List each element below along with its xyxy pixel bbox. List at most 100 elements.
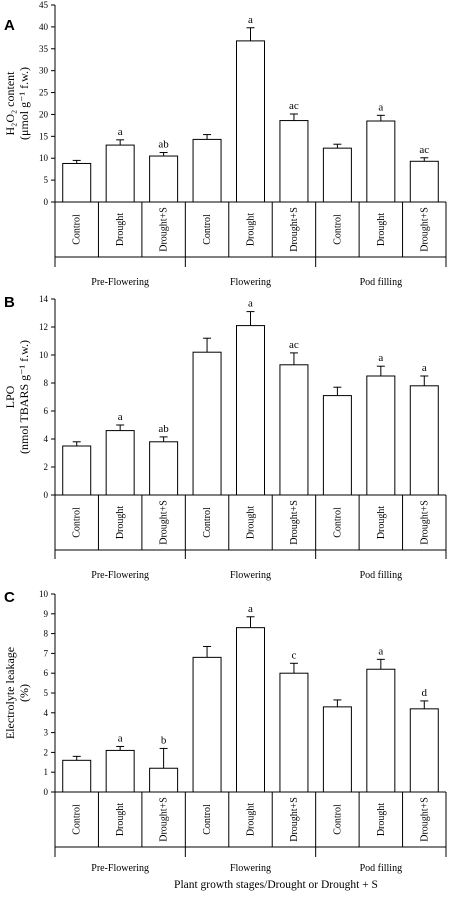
significance-label: a xyxy=(248,14,253,26)
bar xyxy=(322,395,352,496)
category-label: Drought+S xyxy=(159,500,170,545)
y-tick-label: 45 xyxy=(39,0,49,10)
category-label: Control xyxy=(72,214,83,245)
bar xyxy=(105,430,135,496)
chart-panel-a: A 0 5 10 15 20 25 30 35 40 45 H₂O₂ content (μmol g⁻¹… xyxy=(3,0,447,288)
bar xyxy=(62,445,92,496)
y-tick-label: 1 xyxy=(44,767,49,777)
category-label: Control xyxy=(202,507,213,538)
category-label: Drought+S xyxy=(419,797,430,842)
category-label: Control xyxy=(332,214,343,245)
y-tick-label: 0 xyxy=(44,197,49,207)
significance-label: a xyxy=(248,298,253,310)
category-label: Drought xyxy=(376,803,387,837)
bar xyxy=(322,147,352,203)
bar xyxy=(62,759,92,793)
bar xyxy=(279,672,309,793)
significance-label: b xyxy=(161,734,167,746)
group-label: Pod filling xyxy=(360,863,403,874)
significance-label: ac xyxy=(289,100,299,112)
y-tick-label: 0 xyxy=(44,787,49,797)
category-label: Drought xyxy=(115,803,126,837)
category-label: Drought+S xyxy=(419,207,430,252)
category-label: Control xyxy=(202,214,213,245)
category-label: Drought+S xyxy=(289,797,300,842)
bar xyxy=(149,441,179,496)
y-tick-label: 30 xyxy=(39,66,49,76)
y-tick-label: 8 xyxy=(44,629,49,639)
significance-label: a xyxy=(378,645,383,657)
bar xyxy=(366,120,396,203)
group-label: Flowering xyxy=(230,570,271,581)
y-tick-label: 4 xyxy=(44,708,49,718)
y-tick-label: 0 xyxy=(44,490,49,500)
bar xyxy=(236,40,265,203)
y-tick-label: 35 xyxy=(39,44,49,54)
significance-label: a xyxy=(118,411,123,423)
bar xyxy=(279,120,309,203)
significance-label: d xyxy=(422,687,428,699)
group-label: Flowering xyxy=(230,863,271,874)
y-tick-label: 2 xyxy=(44,462,49,472)
y-tick-label: 40 xyxy=(39,22,49,32)
y-tick-label: 10 xyxy=(39,153,49,163)
category-label: Drought xyxy=(115,506,126,540)
category-label: Drought+S xyxy=(289,207,300,252)
bar xyxy=(322,706,352,793)
category-label: Control xyxy=(202,804,213,835)
significance-label: a xyxy=(118,126,123,138)
y-tick-label: 6 xyxy=(44,406,49,416)
category-label: Control xyxy=(332,507,343,538)
group-label: Pre-Flowering xyxy=(91,277,149,288)
category-label: Drought xyxy=(246,803,257,837)
category-label: Drought+S xyxy=(289,500,300,545)
category-label: Drought xyxy=(376,213,387,247)
significance-label: a xyxy=(378,352,383,364)
significance-label: a xyxy=(378,101,383,113)
y-axis-label: (%) xyxy=(17,684,31,702)
y-tick-label: 9 xyxy=(44,609,49,619)
bar xyxy=(105,749,135,793)
category-label: Drought xyxy=(115,213,126,247)
panel-letter: B xyxy=(4,294,15,311)
significance-label: ab xyxy=(158,423,169,435)
y-tick-label: 15 xyxy=(39,131,49,141)
bar xyxy=(409,160,439,203)
bar xyxy=(236,325,265,496)
bar xyxy=(149,155,179,203)
bar xyxy=(149,767,179,793)
y-tick-label: 8 xyxy=(44,378,49,388)
significance-label: ab xyxy=(158,139,169,151)
category-label: Drought+S xyxy=(159,797,170,842)
y-tick-label: 25 xyxy=(39,88,49,98)
bar xyxy=(62,162,92,203)
category-label: Drought xyxy=(246,213,257,247)
category-label: Control xyxy=(72,507,83,538)
category-label: Control xyxy=(332,804,343,835)
bar xyxy=(409,708,439,793)
significance-label: ac xyxy=(419,144,429,156)
y-tick-label: 14 xyxy=(39,294,49,304)
y-tick-label: 12 xyxy=(39,322,48,332)
bar xyxy=(409,385,439,496)
y-tick-label: 7 xyxy=(44,648,49,658)
y-tick-label: 10 xyxy=(39,350,49,360)
y-axis-label: H₂O₂ content xyxy=(3,71,17,136)
bar xyxy=(192,351,222,496)
category-label: Drought xyxy=(246,506,257,540)
y-axis-label: Electrolyte leakage xyxy=(3,647,17,739)
y-axis-label: LPO xyxy=(3,385,17,408)
bar xyxy=(366,668,396,793)
bar xyxy=(366,375,396,496)
panel-letter: C xyxy=(4,589,15,606)
y-axis-label: (μmol g⁻¹ f.w.) xyxy=(17,67,31,140)
group-label: Pre-Flowering xyxy=(91,570,149,581)
bar xyxy=(279,364,309,496)
chart-panel-c: C 0 1 2 3 4 5 6 7 8 9 10 Electrolyte leakage (%) Contr… xyxy=(3,589,447,874)
significance-label: ac xyxy=(289,339,299,351)
bar xyxy=(192,656,222,793)
significance-label: a xyxy=(118,732,123,744)
y-tick-label: 2 xyxy=(44,747,49,757)
category-label: Drought xyxy=(376,506,387,540)
